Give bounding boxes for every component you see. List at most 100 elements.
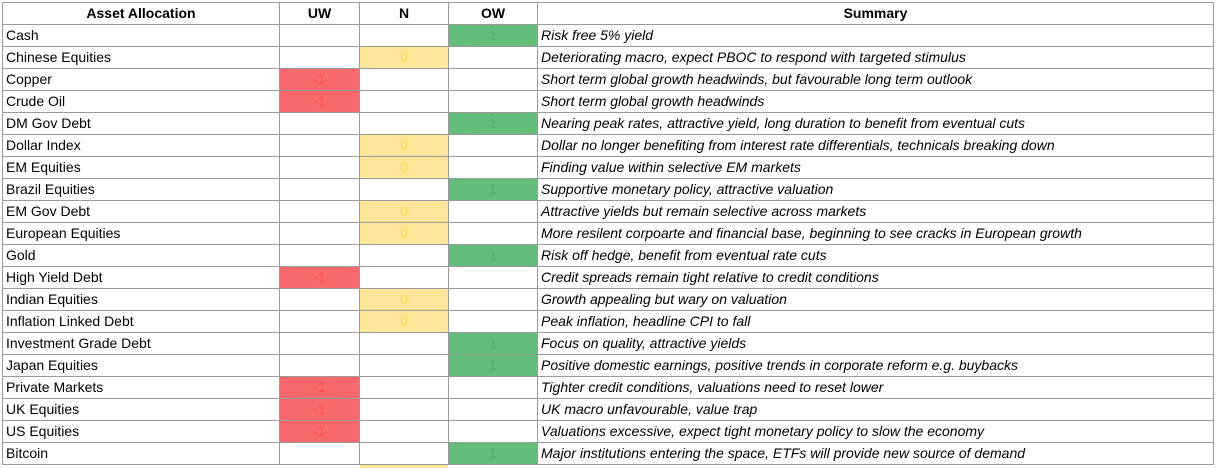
asset-cell: High Yield Debt [2,266,280,289]
table-row: Japan Equities 1 Positive domestic earning… [2,354,1214,377]
score-cell [359,24,449,47]
table-row: Dollar Index 0 Dollar no longer benefiting… [2,134,1214,157]
score-cell: 1 [448,332,538,355]
score-cell [279,332,360,355]
table-row: Brazil Equities 1 Supportive monetary poli… [2,178,1214,201]
asset-cell: Cash [2,24,280,47]
table-row: Chinese Equities 0 Deteriorating macro, ex… [2,46,1214,69]
score-cell [448,222,538,245]
table-row: Indian Equities 0 Growth appealing but war… [2,288,1214,311]
score-cell [359,354,449,377]
score-cell: 0 [359,46,449,69]
score-cell [448,288,538,311]
score-cell [448,376,538,399]
header-cell: Asset Allocation [2,2,280,25]
score-cell [448,200,538,223]
asset-cell: Copper [2,68,280,91]
score-cell [359,112,449,135]
score-cell: 0 [359,156,449,179]
score-cell [279,310,360,333]
summary-cell: Deteriorating macro, expect PBOC to resp… [537,46,1214,69]
asset-cell: Brazil Equities [2,178,280,201]
summary-cell: Supportive monetary policy, attractive v… [537,178,1214,201]
asset-cell: Inflation Linked Debt [2,310,280,333]
score-cell [448,398,538,421]
summary-cell: Attractive yields but remain selective a… [537,200,1214,223]
score-cell: -1 [279,376,360,399]
score-cell [448,420,538,443]
asset-cell: Crude Oil [2,90,280,113]
table-row: Copper -1 Short term global growth headwin… [2,68,1214,91]
score-cell: -1 [279,68,360,91]
summary-cell: Nearing peak rates, attractive yield, lo… [537,112,1214,135]
table-row: Bitcoin 1 Major institutions entering the … [2,442,1214,465]
table-row: US Equities -1 Valuations excessive, expec… [2,420,1214,443]
summary-cell: Major institutions entering the space, E… [537,442,1214,465]
score-cell [448,90,538,113]
score-cell [448,134,538,157]
table-row: Gold 1 Risk off hedge, benefit from eventu… [2,244,1214,267]
score-cell: 0 [359,200,449,223]
summary-cell: Growth appealing but wary on valuation [537,288,1214,311]
asset-cell: Dollar Index [2,134,280,157]
asset-cell: Investment Grade Debt [2,332,280,355]
score-cell: 0 [359,134,449,157]
summary-cell: Focus on quality, attractive yields [537,332,1214,355]
score-cell [448,46,538,69]
score-cell [448,310,538,333]
asset-cell: EM Gov Debt [2,200,280,223]
score-cell [359,442,449,465]
table-body: Cash 1 Risk free 5% yield Chinese Equities 0… [2,24,1214,465]
score-cell: 1 [448,354,538,377]
table-row: European Equities 0 More resilent corpoart… [2,222,1214,245]
table-row: UK Equities -1 UK macro unfavourable, valu… [2,398,1214,421]
header-row: Asset Allocation UW N OW Summary [2,2,1214,25]
score-cell [279,288,360,311]
table-row: EM Equities 0 Finding value within selecti… [2,156,1214,179]
score-cell [279,178,360,201]
score-cell [359,266,449,289]
table-row: Investment Grade Debt 1 Focus on quality, … [2,332,1214,355]
asset-cell: Japan Equities [2,354,280,377]
score-cell [279,200,360,223]
score-cell [279,134,360,157]
table-row: High Yield Debt -1 Credit spreads remain t… [2,266,1214,289]
header-cell: UW [279,2,360,25]
summary-cell: Risk off hedge, benefit from eventual ra… [537,244,1214,267]
score-cell: 1 [448,112,538,135]
score-cell [279,222,360,245]
header-cell: N [359,2,449,25]
summary-cell: Positive domestic earnings, positive tre… [537,354,1214,377]
table-row: Private Markets -1 Tighter credit conditio… [2,376,1214,399]
score-cell: -1 [279,420,360,443]
summary-cell: Valuations excessive, expect tight monet… [537,420,1214,443]
header-cell: Summary [537,2,1214,25]
score-cell [448,156,538,179]
summary-cell: UK macro unfavourable, value trap [537,398,1214,421]
summary-cell: Short term global growth headwinds, but … [537,68,1214,91]
score-cell [279,24,360,47]
summary-cell: Risk free 5% yield [537,24,1214,47]
asset-cell: Gold [2,244,280,267]
table-row: EM Gov Debt 0 Attractive yields but remain… [2,200,1214,223]
table-row: Crude Oil -1 Short term global growth head… [2,90,1214,113]
score-cell: 0 [359,222,449,245]
score-cell: -1 [279,266,360,289]
asset-cell: Chinese Equities [2,46,280,69]
asset-cell: EM Equities [2,156,280,179]
asset-cell: Bitcoin [2,442,280,465]
score-cell [359,376,449,399]
score-cell: 1 [448,24,538,47]
score-cell [279,354,360,377]
score-cell [279,442,360,465]
asset-cell: Private Markets [2,376,280,399]
score-cell [448,68,538,91]
asset-cell: DM Gov Debt [2,112,280,135]
score-cell [279,112,360,135]
asset-cell: European Equities [2,222,280,245]
score-cell [359,68,449,91]
summary-cell: Short term global growth headwinds [537,90,1214,113]
summary-cell: Dollar no longer benefiting from interes… [537,134,1214,157]
